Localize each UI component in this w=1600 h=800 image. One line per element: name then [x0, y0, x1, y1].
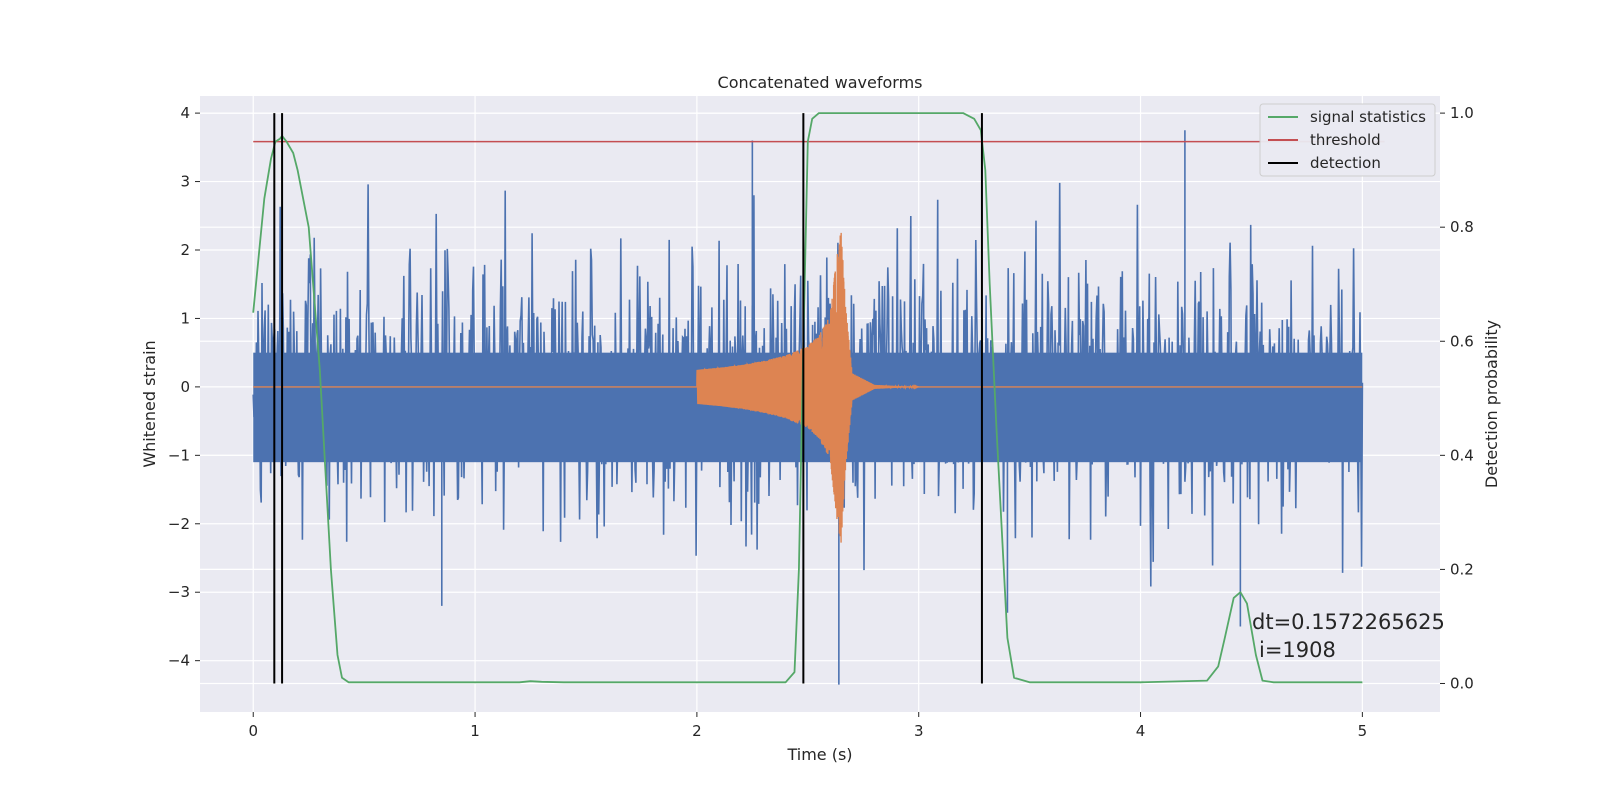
legend-label-threshold: threshold [1310, 131, 1381, 149]
signal-statistics-line [252, 112, 1363, 684]
y-axis-label-right: Detection probability [1482, 320, 1501, 488]
y-tick-label-right: 0.0 [1450, 674, 1474, 692]
chirp-signal-line [253, 232, 1363, 543]
x-axis-label: Time (s) [786, 745, 852, 764]
x-tick-label: 3 [914, 722, 924, 740]
x-tick-label: 5 [1358, 722, 1368, 740]
series-layer [252, 112, 1385, 685]
axes-layer: 0 1 2 3 4 5 −4 −3 −2 −1 0 1 2 3 4 0.0 0.2 0.4 0.6 0.8 1.0 [168, 104, 1474, 740]
y-tick-label-left: 1 [180, 309, 190, 327]
y-tick-label-right: 0.6 [1450, 332, 1474, 350]
y-tick-label-right: 0.2 [1450, 560, 1474, 578]
y-tick-label-left: −3 [168, 583, 190, 601]
detection-annotation: dt=0.1572265625 i=1908 [1252, 610, 1445, 662]
x-tick-label: 2 [692, 722, 702, 740]
y-tick-label-left: 0 [180, 378, 190, 396]
y-tick-label-left: 2 [180, 241, 190, 259]
chart-title: Concatenated waveforms [718, 73, 923, 92]
annotation-i: i=1908 [1259, 638, 1336, 662]
legend-label-detection: detection [1310, 154, 1381, 172]
x-tick-label: 4 [1136, 722, 1146, 740]
y-tick-label-left: 3 [180, 173, 190, 191]
y-tick-label-right: 0.8 [1450, 218, 1474, 236]
y-axis-label-left: Whitened strain [140, 340, 159, 467]
x-tick-label: 1 [470, 722, 480, 740]
y-tick-label-left: 4 [180, 104, 190, 122]
y-tick-label-right: 1.0 [1450, 104, 1474, 122]
annotation-dt: dt=0.1572265625 [1252, 610, 1445, 634]
y-tick-label-left: −2 [168, 515, 190, 533]
legend-label-signal-statistics: signal statistics [1310, 108, 1426, 126]
legend-box [1259, 103, 1436, 177]
x-tick-label: 0 [248, 722, 258, 740]
y-tick-label-right: 0.4 [1450, 446, 1474, 464]
y-tick-label-left: −1 [168, 446, 190, 464]
y-tick-label-left: −4 [168, 652, 190, 670]
strain-noise-line [252, 182, 1364, 587]
legend: signal statistics threshold detection [1259, 103, 1436, 177]
